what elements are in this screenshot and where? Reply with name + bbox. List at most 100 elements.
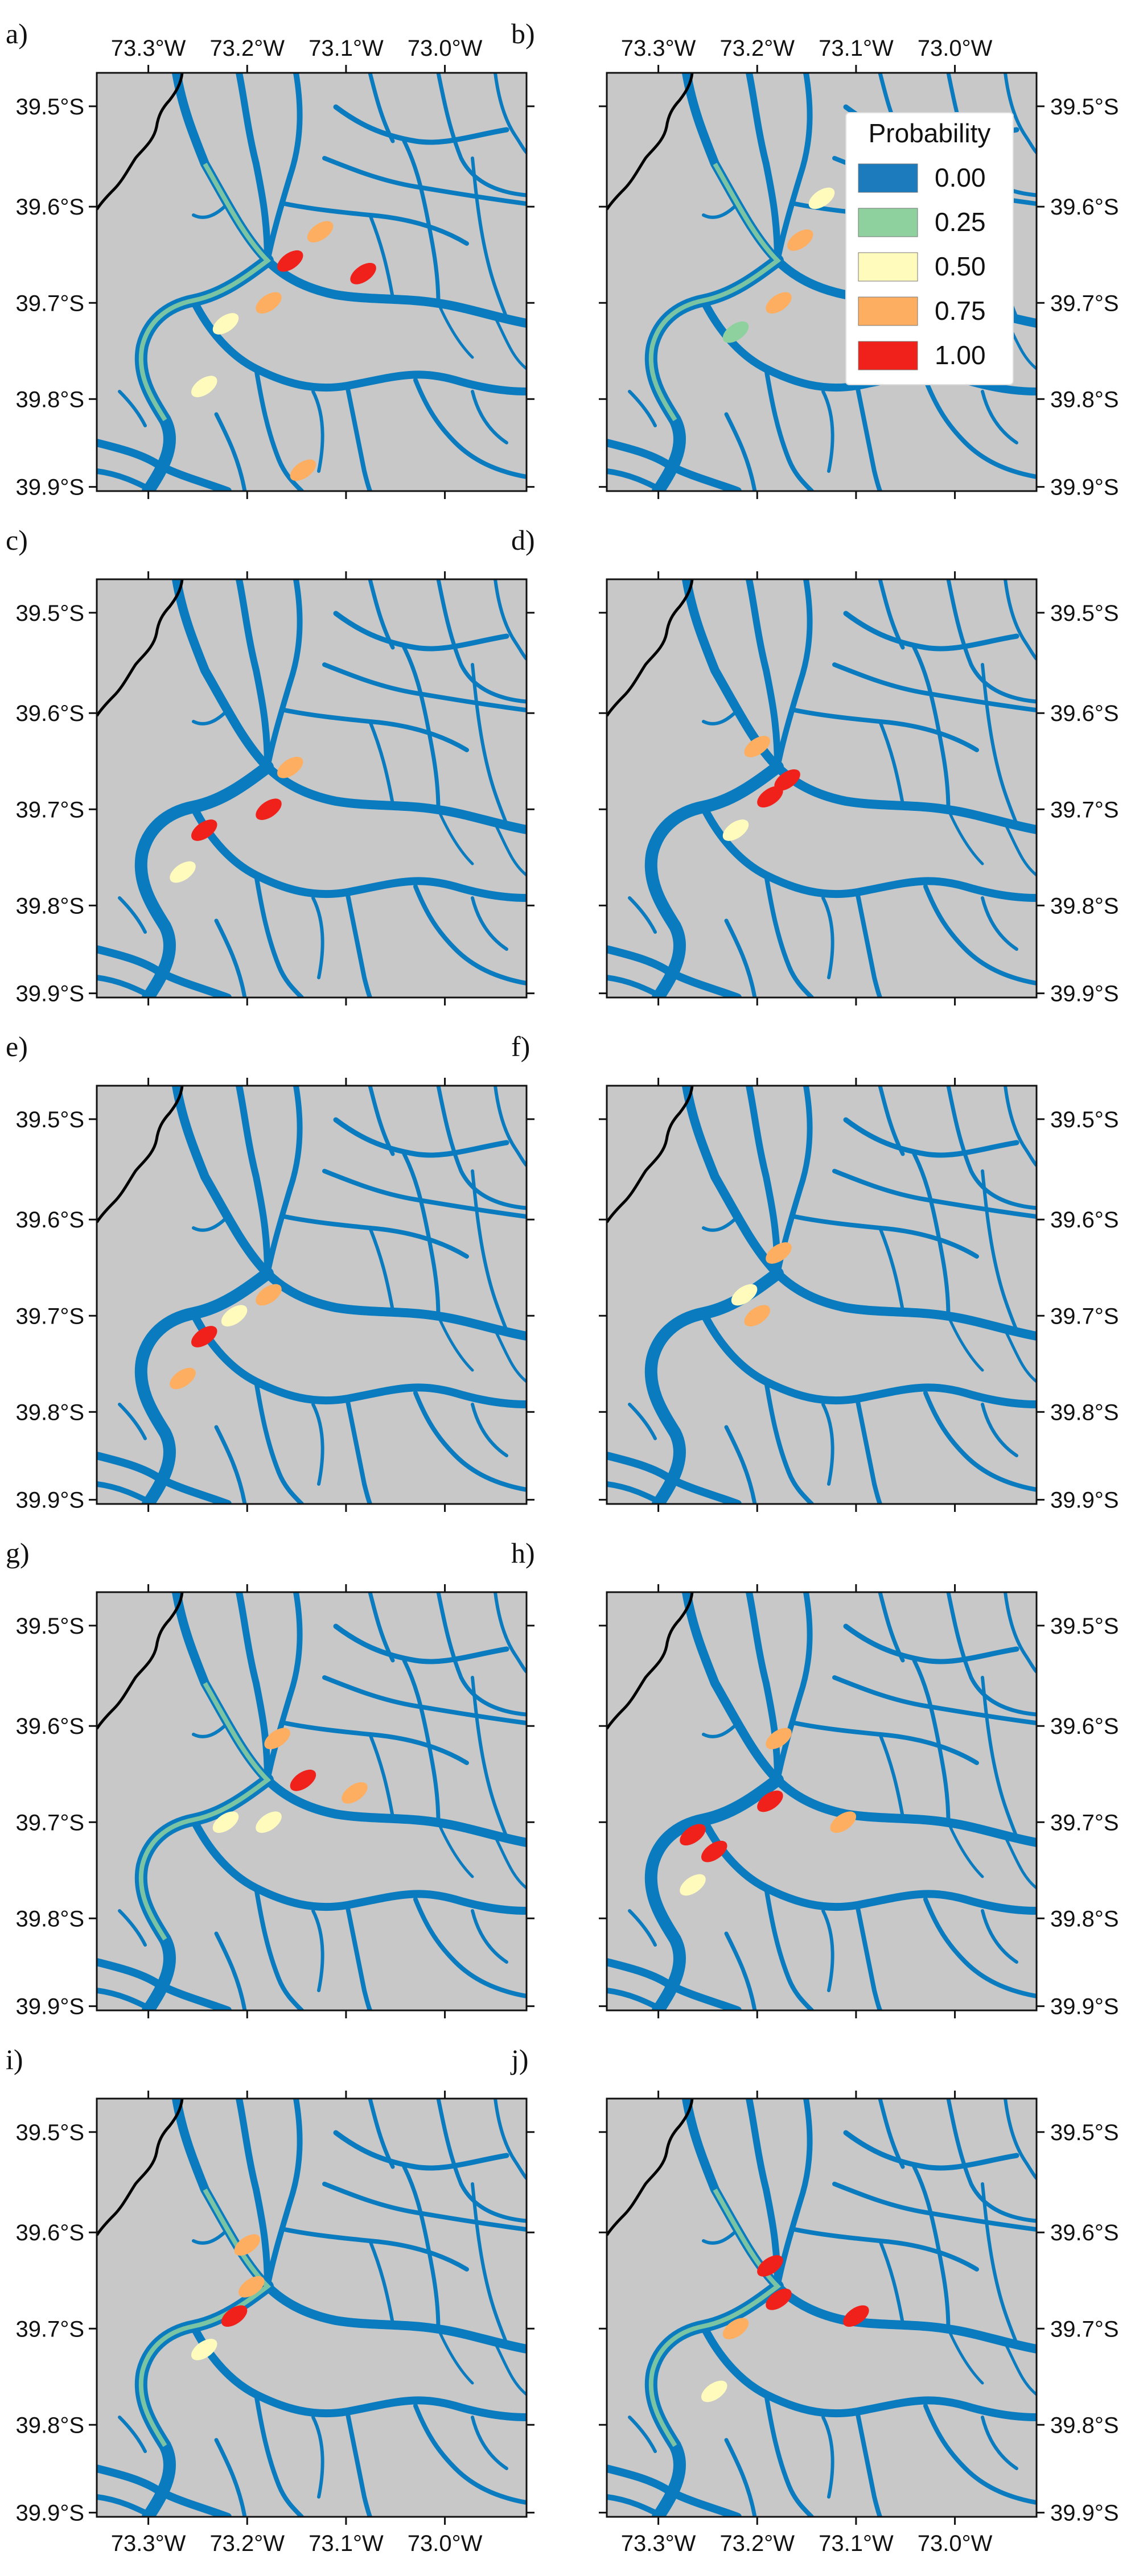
- map-panel-e: e) 39.5°S 39.6°S 39.7°S 39.8°S 39.9°S: [6, 1031, 534, 1513]
- land-area: [607, 2099, 1037, 2517]
- x-tick-label: 73.0°W: [918, 2531, 993, 2556]
- x-tick-label: 73.1°W: [819, 2531, 894, 2556]
- y-tick-label: 39.6°S: [15, 701, 84, 726]
- land-area: [97, 1592, 527, 2010]
- legend-label: 0.50: [935, 252, 986, 281]
- panel-letter: i): [6, 2043, 23, 2075]
- land-area: [607, 579, 1037, 998]
- legend-swatch: [858, 252, 918, 282]
- probability-hotspot: [256, 1284, 282, 1306]
- legend-items: 0.00 0.25 0.50 0.75 1.00: [858, 163, 986, 370]
- y-tick-label: 39.5°S: [1050, 2120, 1119, 2145]
- probability-hotspot: [191, 1326, 217, 1347]
- probability-hotspot: [264, 1728, 290, 1750]
- probability-hotspot: [256, 798, 282, 821]
- low-probability-zone: [648, 163, 782, 422]
- y-tick-label: 39.9°S: [1050, 1488, 1119, 1513]
- probability-hotspot: [744, 736, 771, 757]
- y-tick-label: 39.9°S: [15, 1488, 84, 1513]
- y-tick-label: 39.9°S: [15, 982, 84, 1007]
- y-tick-label: 39.5°S: [15, 2120, 84, 2145]
- land-area: [97, 2099, 527, 2517]
- map-panel-b: b) 73.3°W 73.2°W 73.1°W 73.0°W 39.5°S 39.6°S 39…: [511, 18, 1119, 500]
- legend-label: 0.25: [935, 207, 986, 237]
- x-tick-label: 73.2°W: [719, 2531, 795, 2556]
- y-tick-label: 39.8°S: [15, 2413, 84, 2438]
- probability-legend: Probability 0.00 0.25 0.50 0.75 1.00: [845, 112, 1014, 385]
- y-tick-label: 39.9°S: [1050, 2501, 1119, 2526]
- probability-hotspot: [256, 292, 282, 314]
- y-tick-label: 39.9°S: [1050, 1994, 1119, 2019]
- y-tick-label: 39.8°S: [1050, 387, 1119, 412]
- y-tick-label: 39.5°S: [1050, 1107, 1119, 1132]
- map-frame: [96, 2097, 528, 2518]
- y-tick-label: 39.7°S: [15, 1810, 84, 1835]
- y-tick-label: 39.6°S: [15, 195, 84, 220]
- low-probability-zone: [648, 2188, 782, 2447]
- y-tick-label: 39.8°S: [15, 1400, 84, 1425]
- x-tick-label: 73.0°W: [408, 36, 483, 61]
- panel-letter: b): [511, 18, 535, 50]
- probability-hotspot: [221, 2305, 248, 2327]
- map-frame: [96, 72, 528, 492]
- probability-hotspot: [290, 459, 316, 481]
- y-tick-label: 39.7°S: [15, 2317, 84, 2342]
- probability-hotspot: [766, 1242, 792, 1264]
- y-tick-label: 39.7°S: [15, 291, 84, 316]
- land-area: [607, 1592, 1037, 2010]
- panel-letter: d): [511, 524, 535, 556]
- panel-letter: a): [6, 18, 28, 50]
- y-tick-label: 39.6°S: [15, 2220, 84, 2245]
- x-tick-label: 73.2°W: [719, 36, 795, 61]
- y-tick-label: 39.7°S: [1050, 797, 1119, 822]
- probability-hotspot: [234, 2234, 261, 2256]
- y-tick-label: 39.8°S: [1050, 2413, 1119, 2438]
- y-tick-label: 39.9°S: [1050, 475, 1119, 500]
- probability-hotspot: [787, 229, 813, 251]
- y-tick-label: 39.5°S: [15, 94, 84, 119]
- y-tick-label: 39.5°S: [15, 601, 84, 626]
- land-area: [97, 579, 527, 998]
- y-tick-label: 39.6°S: [1050, 701, 1119, 726]
- probability-hotspot: [843, 2305, 869, 2327]
- land-area: [97, 73, 527, 491]
- x-tick-label: 73.1°W: [819, 36, 894, 61]
- probability-hotspot: [731, 1284, 758, 1306]
- map-frame: [606, 72, 1038, 492]
- probability-hotspot: [722, 819, 749, 841]
- panel-letter: c): [6, 524, 28, 556]
- x-tick-label: 73.0°W: [408, 2531, 483, 2556]
- panel-letter: j): [510, 2043, 529, 2075]
- probability-hotspot: [191, 2339, 217, 2360]
- map-panel-c: c) 39.5°S 39.6°S 39.7°S 39.8°S 39.9°S: [6, 524, 534, 1007]
- map-panel-f: f) 39.5°S 39.6°S 39.7°S 39.8°S 39.9°S: [511, 1031, 1119, 1513]
- x-tick-label: 73.1°W: [309, 2531, 384, 2556]
- probability-hotspot: [766, 292, 792, 314]
- x-tick-label: 73.2°W: [209, 36, 285, 61]
- map-panel-g: g) 39.5°S 39.6°S 39.7°S 39.8°S 39.9°S: [6, 1537, 534, 2019]
- low-probability-zone: [138, 1682, 272, 1941]
- probability-hotspot: [256, 1811, 282, 1833]
- panel-letter: g): [6, 1537, 30, 1569]
- y-tick-label: 39.5°S: [15, 1107, 84, 1132]
- y-tick-label: 39.5°S: [15, 1614, 84, 1639]
- y-tick-label: 39.6°S: [15, 1207, 84, 1233]
- y-tick-label: 39.9°S: [15, 2501, 84, 2526]
- probability-hotspot: [277, 250, 303, 272]
- legend-swatch: [858, 296, 918, 326]
- map-frame: [96, 578, 528, 999]
- probability-hotspot: [722, 2318, 749, 2340]
- probability-hotspot: [191, 376, 217, 398]
- legend-swatch: [858, 208, 918, 237]
- y-tick-label: 39.7°S: [1050, 291, 1119, 316]
- y-tick-label: 39.5°S: [1050, 601, 1119, 626]
- probability-hotspot: [277, 756, 303, 778]
- probability-hotspot: [744, 1305, 771, 1327]
- probability-hotspot: [830, 1811, 857, 1833]
- y-tick-label: 39.8°S: [15, 893, 84, 918]
- probability-hotspot: [701, 2380, 727, 2402]
- x-tick-label: 73.2°W: [209, 2531, 285, 2556]
- panel-letter: h): [511, 1537, 535, 1569]
- legend-label: 0.00: [935, 163, 986, 192]
